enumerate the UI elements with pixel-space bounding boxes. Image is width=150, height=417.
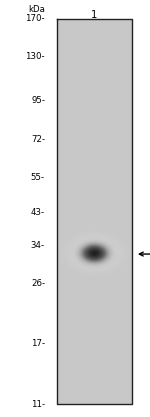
Text: 26-: 26- (31, 279, 45, 288)
Bar (57, 19, 132, 404)
Text: 43-: 43- (31, 208, 45, 217)
Text: kDa: kDa (28, 5, 45, 14)
Text: 130-: 130- (25, 52, 45, 61)
Text: 1: 1 (91, 10, 98, 20)
Text: 95-: 95- (31, 96, 45, 105)
Text: 34-: 34- (31, 241, 45, 250)
Text: 55-: 55- (31, 173, 45, 182)
Text: 11-: 11- (31, 400, 45, 409)
Text: 72-: 72- (31, 135, 45, 144)
Text: 170-: 170- (25, 14, 45, 23)
Text: 17-: 17- (31, 339, 45, 348)
